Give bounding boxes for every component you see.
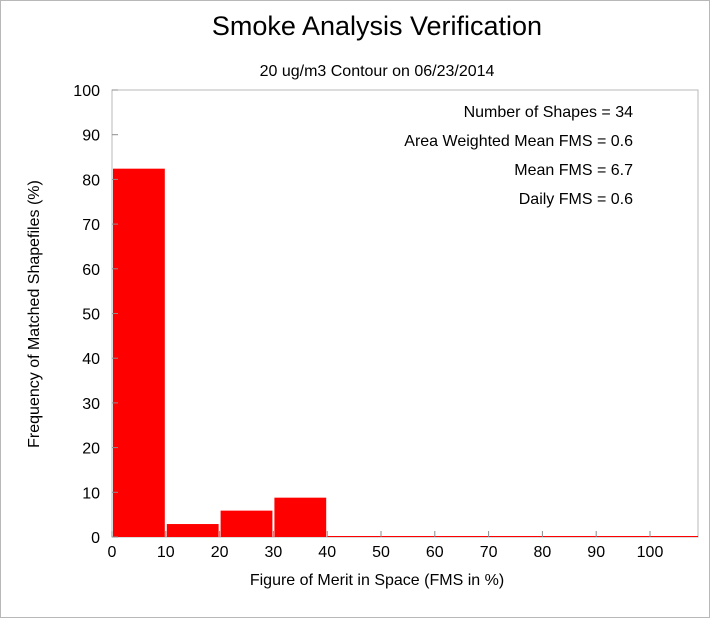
stats-annotation: Area Weighted Mean FMS = 0.6 [404, 133, 633, 150]
histogram-bar [113, 168, 165, 537]
y-tick-label: 50 [82, 307, 100, 324]
x-tick-label: 80 [534, 544, 552, 561]
x-axis-label: Figure of Merit in Space (FMS in %) [250, 572, 504, 589]
y-tick-label: 10 [82, 485, 100, 502]
plot-area [111, 89, 699, 538]
x-tick-label: 20 [211, 544, 229, 561]
y-tick-label: 0 [91, 530, 100, 547]
y-tick-label: 80 [82, 172, 100, 189]
axes: 0 10 20 30 40 50 60 70 80 90 100 0 10 20 30 40 50 60 70 80 9… [73, 83, 663, 561]
chart-subtitle: 20 ug/m3 Contour on 06/23/2014 [260, 63, 495, 80]
x-tick-label: 50 [372, 544, 390, 561]
y-tick-label: 40 [82, 351, 100, 368]
x-tick-label: 70 [480, 544, 498, 561]
x-tick-label: 30 [265, 544, 283, 561]
y-tick-label: 70 [82, 217, 100, 234]
chart-title: Smoke Analysis Verification [212, 11, 542, 41]
bars [113, 168, 698, 537]
y-tick-label: 30 [82, 396, 100, 413]
histogram-bar [274, 497, 327, 537]
histogram-bar [220, 510, 273, 537]
y-tick-label: 90 [82, 128, 100, 145]
annotations: Number of Shapes = 34 Area Weighted Mean … [404, 104, 633, 208]
x-tick-label: 90 [587, 544, 605, 561]
y-tick-label: 20 [82, 441, 100, 458]
x-tick-label: 60 [426, 544, 444, 561]
stats-annotation: Mean FMS = 6.7 [514, 162, 633, 179]
x-tick-label: 40 [318, 544, 336, 561]
y-tick-label: 100 [73, 83, 100, 100]
x-tick-label: 0 [108, 544, 117, 561]
y-tick-label: 60 [82, 262, 100, 279]
plot-border [111, 89, 699, 538]
stats-annotation: Daily FMS = 0.6 [519, 191, 633, 208]
x-tick-label: 100 [637, 544, 664, 561]
y-axis-label: Frequency of Matched Shapefiles (%) [26, 180, 43, 448]
stats-annotation: Number of Shapes = 34 [464, 104, 634, 121]
x-tick-label: 10 [157, 544, 175, 561]
histogram-bar [166, 524, 219, 537]
